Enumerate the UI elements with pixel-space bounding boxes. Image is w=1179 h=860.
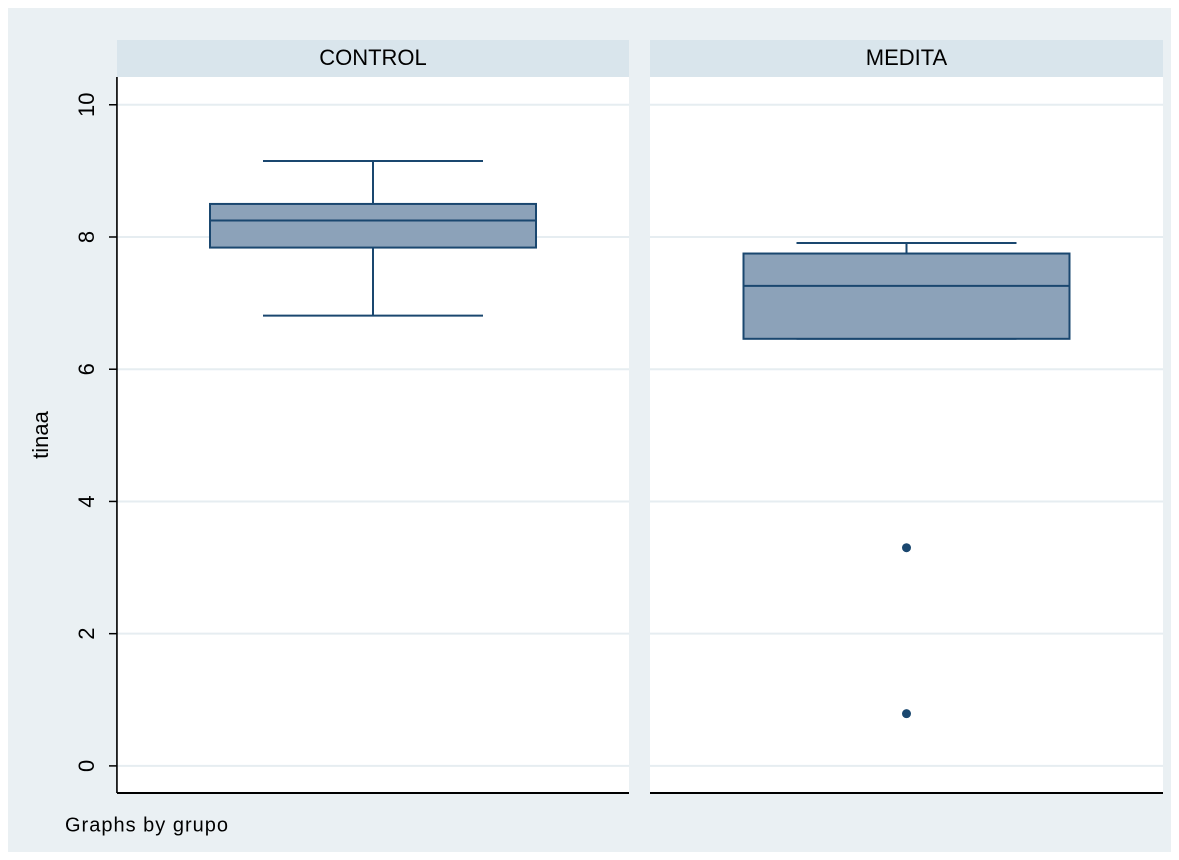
- y-tick-label: 6: [74, 363, 99, 375]
- box: [209, 202, 537, 249]
- note: Graphs by grupo: [65, 814, 229, 836]
- y-tick-label: 10: [74, 93, 99, 117]
- panel-header: [650, 40, 1163, 77]
- outlier: [902, 709, 911, 719]
- y-tick-label: 0: [74, 760, 99, 772]
- y-tick-label: 2: [74, 628, 99, 640]
- box: [742, 252, 1071, 340]
- outlier: [902, 543, 911, 553]
- y-axis-label: tinaa: [28, 410, 53, 458]
- y-tick-label: 8: [74, 231, 99, 243]
- panel-title: CONTROL: [319, 45, 427, 70]
- plot-area: [650, 77, 1163, 793]
- panel-title: MEDITA: [866, 45, 948, 70]
- y-tick-label: 4: [74, 495, 99, 507]
- panel-header: [117, 40, 629, 77]
